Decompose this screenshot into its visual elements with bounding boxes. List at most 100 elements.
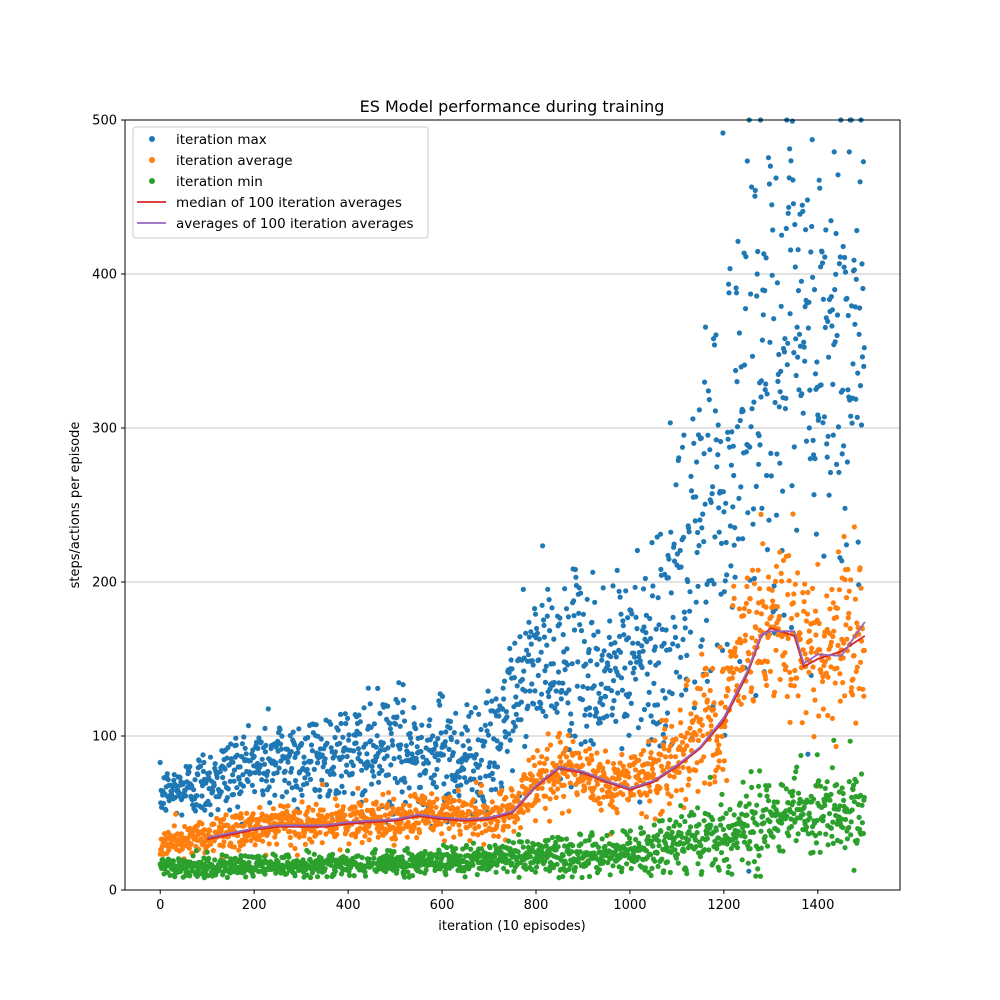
iteration-max-point xyxy=(438,730,444,736)
median-of-100-iteration-averages-line xyxy=(207,627,866,841)
iteration-min-point xyxy=(764,843,771,849)
iteration-average-point xyxy=(773,563,780,569)
iteration-max-point xyxy=(852,304,859,310)
iteration-max-point xyxy=(608,654,614,660)
iteration-max-point xyxy=(289,785,295,791)
iteration-average-point xyxy=(800,590,806,596)
iteration-average-point xyxy=(411,824,417,831)
iteration-max-point xyxy=(287,732,293,739)
iteration-average-point xyxy=(708,723,714,729)
iteration-min-point xyxy=(664,844,670,850)
iteration-average-point xyxy=(467,838,473,844)
iteration-average-point xyxy=(489,799,495,805)
iteration-average-point xyxy=(434,796,440,802)
iteration-average-point xyxy=(297,809,303,815)
iteration-max-point xyxy=(679,692,685,698)
iteration-max-point xyxy=(298,787,304,793)
iteration-max-point xyxy=(643,612,650,619)
iteration-average-point xyxy=(363,797,369,803)
iteration-max-point xyxy=(576,585,582,591)
iteration-max-point xyxy=(595,629,601,635)
iteration-average-point xyxy=(811,734,817,740)
iteration-max-point xyxy=(462,775,468,781)
iteration-max-point xyxy=(317,794,323,800)
iteration-average-point xyxy=(845,615,851,621)
iteration-max-point xyxy=(587,658,594,664)
iteration-average-point xyxy=(589,757,595,763)
iteration-average-point xyxy=(764,659,771,665)
iteration-max-point xyxy=(830,432,836,438)
iteration-max-point xyxy=(629,611,635,617)
iteration-average-point xyxy=(407,803,413,809)
iteration-max-point xyxy=(414,744,420,750)
iteration-average-point xyxy=(354,816,360,822)
iteration-average-point xyxy=(668,793,674,799)
iteration-min-point xyxy=(664,831,670,837)
iteration-average-point xyxy=(625,797,632,803)
iteration-average-point xyxy=(547,796,553,802)
iteration-average-point xyxy=(238,811,244,817)
iteration-average-point xyxy=(783,663,789,670)
iteration-max-point xyxy=(631,650,637,656)
iteration-average-point xyxy=(647,788,653,795)
iteration-min-point xyxy=(664,859,671,865)
iteration-min-point xyxy=(831,737,837,743)
x-tick-label: 200 xyxy=(242,898,267,913)
iteration-max-point xyxy=(776,404,782,410)
iteration-max-point xyxy=(710,484,716,490)
iteration-max-point xyxy=(831,149,837,155)
iteration-max-point xyxy=(452,778,458,784)
iteration-average-point xyxy=(785,635,791,642)
iteration-max-point xyxy=(241,734,247,740)
iteration-max-point xyxy=(763,255,769,261)
iteration-average-point xyxy=(697,728,703,734)
iteration-max-point xyxy=(259,756,265,762)
iteration-max-point xyxy=(277,727,283,733)
iteration-min-point xyxy=(840,824,846,831)
iteration-average-point xyxy=(712,712,719,718)
iteration-max-point xyxy=(473,751,479,758)
iteration-max-point xyxy=(571,627,578,633)
iteration-max-point xyxy=(647,615,653,622)
iteration-max-point xyxy=(693,494,699,500)
iteration-average-point xyxy=(250,811,256,817)
iteration-min-point xyxy=(817,830,823,836)
iteration-average-point xyxy=(692,701,698,707)
iteration-average-point xyxy=(644,792,650,798)
iteration-average-point xyxy=(451,798,457,804)
iteration-average-point xyxy=(663,754,669,760)
iteration-max-point xyxy=(753,483,759,489)
iteration-min-point xyxy=(838,839,844,845)
iteration-average-point xyxy=(736,606,743,612)
iteration-max-point xyxy=(771,583,777,589)
iteration-max-point xyxy=(715,422,721,428)
iteration-max-point xyxy=(477,762,483,768)
iteration-max-point xyxy=(728,462,735,468)
iteration-max-point xyxy=(420,754,426,760)
iteration-max-point xyxy=(656,660,662,666)
iteration-max-point xyxy=(591,683,597,689)
iteration-min-point xyxy=(586,873,593,880)
iteration-max-point xyxy=(557,615,563,621)
iteration-max-point xyxy=(274,770,280,776)
iteration-max-point xyxy=(484,728,490,734)
iteration-max-point xyxy=(591,632,597,638)
iteration-average-point xyxy=(199,821,205,827)
iteration-average-point xyxy=(795,693,801,699)
iteration-max-point xyxy=(798,278,805,284)
iteration-min-point xyxy=(757,768,763,774)
iteration-max-point xyxy=(584,596,590,602)
iteration-min-point xyxy=(790,788,796,795)
iteration-average-point xyxy=(665,760,672,766)
iteration-max-point xyxy=(238,789,244,795)
iteration-max-point xyxy=(266,784,272,790)
iteration-average-point xyxy=(557,739,564,745)
iteration-average-point xyxy=(852,596,859,602)
iteration-average-point xyxy=(779,578,785,584)
iteration-average-point xyxy=(808,649,814,655)
iteration-min-point xyxy=(578,841,584,847)
iteration-max-point xyxy=(828,294,835,300)
iteration-average-point xyxy=(662,735,668,741)
iteration-average-point xyxy=(860,686,866,692)
iteration-min-point xyxy=(498,849,504,855)
